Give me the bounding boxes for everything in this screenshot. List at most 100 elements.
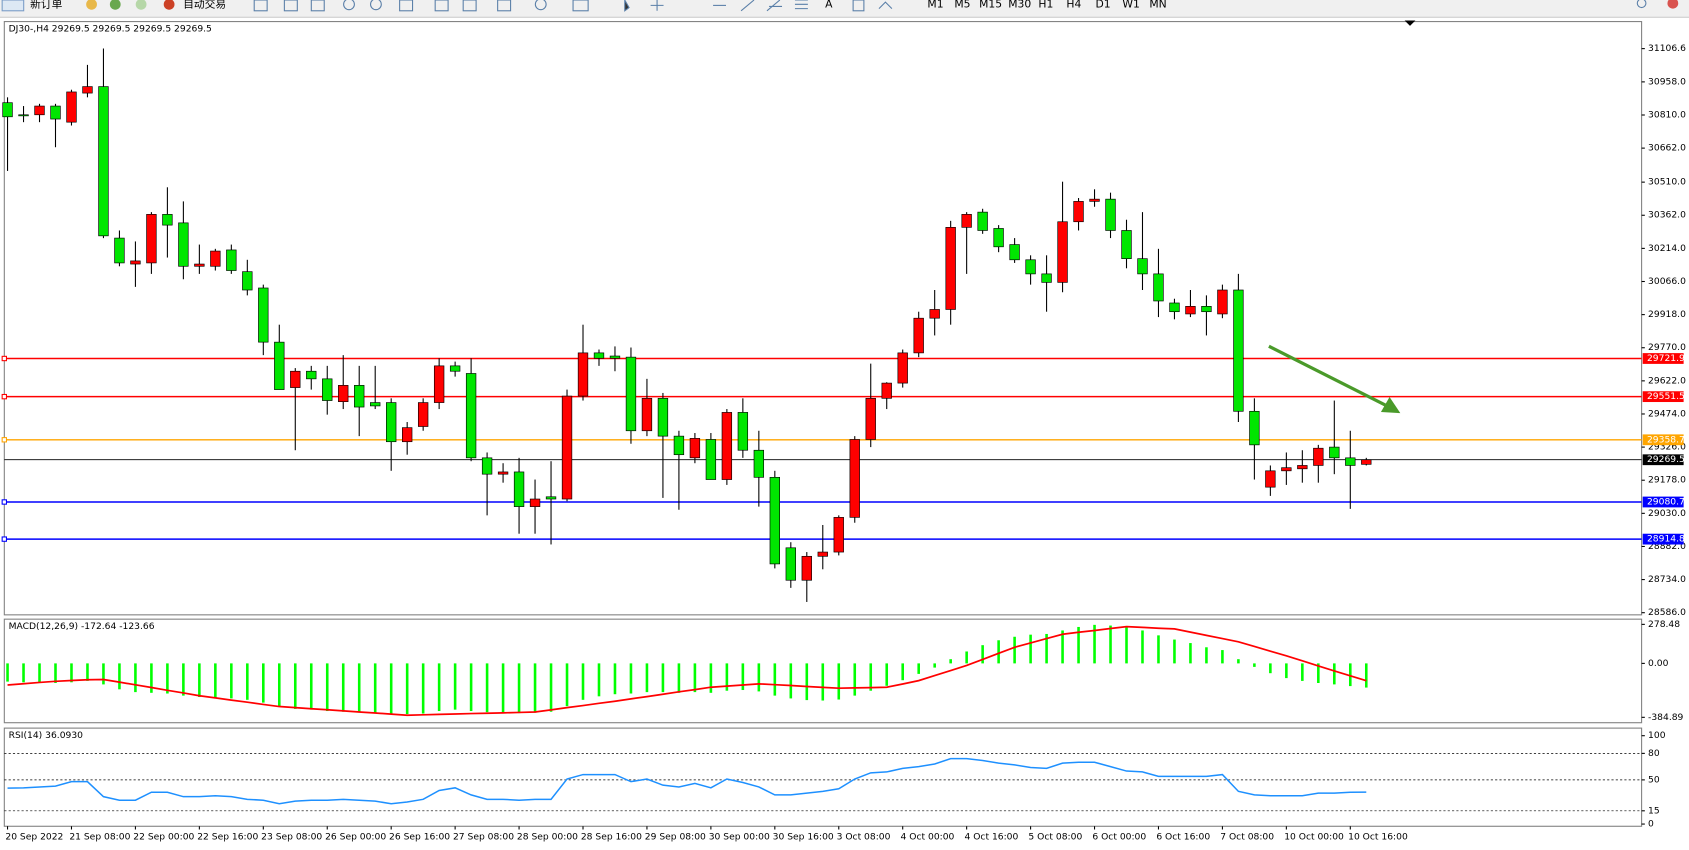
y-tick-label: 28882.0 bbox=[1648, 541, 1686, 552]
macd-histogram-bar bbox=[1077, 626, 1080, 664]
candle-body bbox=[1329, 446, 1340, 459]
candle-body bbox=[1169, 302, 1180, 313]
y-tick-label: 30958.0 bbox=[1648, 76, 1686, 87]
candle-body bbox=[737, 412, 749, 451]
timeframe-button[interactable]: MN bbox=[1149, 0, 1166, 10]
candle-body bbox=[577, 352, 589, 397]
x-tick-label: 30 Sep 00:00 bbox=[709, 832, 770, 843]
timeframe-button[interactable]: M5 bbox=[954, 0, 970, 10]
level-handle bbox=[1, 355, 8, 362]
toolbar-icon[interactable] bbox=[283, 0, 298, 12]
notification-icon[interactable] bbox=[1667, 0, 1679, 9]
timeframe-button[interactable]: H4 bbox=[1066, 0, 1081, 10]
candle-body bbox=[497, 471, 509, 475]
candle-body bbox=[929, 309, 940, 319]
crosshair-tool[interactable] bbox=[650, 0, 664, 11]
candle-body bbox=[66, 91, 77, 123]
timeframe-button[interactable]: W1 bbox=[1122, 0, 1139, 10]
candle-body bbox=[1025, 259, 1036, 275]
macd-histogram-bar bbox=[517, 663, 521, 714]
macd-histogram-bar bbox=[1221, 650, 1224, 664]
macd-histogram-bar bbox=[277, 663, 281, 707]
toolbar-icon[interactable] bbox=[434, 0, 449, 12]
level-label: 29358.7 bbox=[1647, 434, 1685, 445]
candle-body bbox=[306, 370, 317, 380]
toolbar-icon[interactable] bbox=[253, 0, 268, 12]
level-label: 28914.8 bbox=[1647, 534, 1685, 545]
trend-arrow-head bbox=[1380, 396, 1401, 414]
arrow-tool[interactable] bbox=[878, 1, 893, 10]
y-tick-label: 30510.0 bbox=[1648, 177, 1686, 188]
zoom-in[interactable] bbox=[343, 0, 355, 11]
candle-body bbox=[913, 317, 924, 354]
macd-histogram-bar bbox=[198, 663, 201, 698]
text-tool[interactable]: A bbox=[825, 0, 833, 10]
candle-body bbox=[18, 114, 29, 117]
period-icon[interactable] bbox=[534, 0, 547, 11]
timeframe-bar: M1 M5 M15 M30 H1 H4 D1 W1 MN bbox=[927, 0, 1166, 10]
new-order-icon[interactable] bbox=[1, 0, 25, 12]
macd-histogram-bar bbox=[1237, 659, 1240, 664]
toolbar-icon[interactable] bbox=[86, 0, 97, 10]
macd-legend: MACD(12,26,9) -172.64 -123.66 bbox=[9, 621, 155, 632]
level-handle bbox=[1, 536, 8, 542]
y-tick-label: 29770.0 bbox=[1648, 342, 1686, 353]
y-tick-label: -384.89 bbox=[1648, 712, 1683, 723]
macd-histogram-bar bbox=[1013, 636, 1016, 664]
macd-histogram-bar bbox=[997, 640, 1000, 664]
toolbar-icon[interactable] bbox=[109, 0, 121, 10]
auto-trading-icon[interactable] bbox=[163, 0, 175, 10]
macd-histogram-bar bbox=[1157, 635, 1160, 664]
zoom-out[interactable] bbox=[370, 0, 382, 11]
macd-histogram-bar bbox=[6, 663, 9, 682]
channel-tool[interactable] bbox=[766, 0, 783, 12]
macd-histogram-bar bbox=[805, 663, 809, 701]
y-tick-label: 50 bbox=[1648, 774, 1660, 785]
candle-body bbox=[769, 476, 780, 565]
candle-body bbox=[1313, 447, 1324, 466]
new-order-button[interactable]: 新订单 bbox=[30, 0, 63, 10]
candle-body bbox=[881, 382, 892, 399]
candle-body bbox=[1217, 289, 1228, 315]
candle-body bbox=[449, 365, 461, 372]
search-icon[interactable] bbox=[1636, 0, 1647, 9]
candle-body bbox=[1009, 244, 1020, 261]
level-label: 29551.5 bbox=[1647, 391, 1685, 402]
toolbar-icon[interactable] bbox=[135, 0, 147, 10]
auto-trading-button[interactable]: 自动交易 bbox=[183, 0, 226, 10]
candle-body bbox=[386, 402, 397, 443]
toolbar-icon[interactable] bbox=[399, 0, 414, 12]
timeframe-button[interactable]: M1 bbox=[927, 0, 943, 10]
toolbar-icon[interactable] bbox=[462, 0, 477, 12]
candle-body bbox=[673, 435, 685, 456]
macd-histogram-bar bbox=[453, 663, 457, 710]
macd-histogram-bar bbox=[246, 663, 249, 700]
trendline-tool[interactable] bbox=[740, 0, 755, 12]
y-tick-label: 28734.0 bbox=[1648, 574, 1686, 585]
x-tick-label: 7 Oct 08:00 bbox=[1220, 832, 1274, 843]
macd-histogram-bar bbox=[469, 663, 473, 712]
toolbar-icon[interactable] bbox=[310, 0, 325, 12]
macd-histogram-bar bbox=[22, 663, 25, 683]
macd-histogram-bar bbox=[933, 663, 936, 668]
candle-body bbox=[1265, 470, 1276, 488]
timeframe-button[interactable]: H1 bbox=[1038, 0, 1053, 10]
timeframe-button[interactable]: D1 bbox=[1095, 0, 1110, 10]
candle-body bbox=[401, 427, 413, 443]
toolbar-icon[interactable] bbox=[497, 0, 512, 12]
x-tick-label: 10 Oct 00:00 bbox=[1284, 832, 1344, 843]
candle-body bbox=[817, 551, 828, 557]
timeframe-button[interactable]: M30 bbox=[1008, 0, 1031, 10]
template-icon[interactable] bbox=[572, 0, 589, 12]
macd-signal-line bbox=[7, 625, 1367, 717]
macd-histogram-bar bbox=[725, 663, 729, 691]
level-handle bbox=[1, 393, 8, 400]
candle-body bbox=[481, 457, 493, 475]
candle-body bbox=[945, 227, 956, 310]
fibo-tool[interactable] bbox=[794, 0, 808, 10]
timeframe-button[interactable]: M15 bbox=[979, 0, 1002, 10]
label-tool[interactable] bbox=[852, 0, 865, 12]
cursor-tool[interactable] bbox=[624, 0, 630, 12]
candle-body bbox=[977, 211, 988, 231]
